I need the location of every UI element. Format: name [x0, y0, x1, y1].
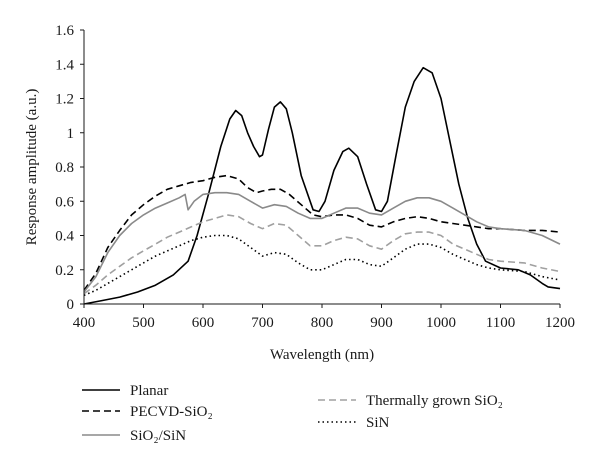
- legend-label-3: Thermally grown SiO₂: [366, 393, 503, 409]
- x-tick-label: 900: [370, 315, 393, 331]
- x-axis-title: Wavelength (nm): [270, 347, 374, 363]
- series-line-4: [83, 234, 561, 297]
- x-tick-label: 400: [73, 315, 96, 331]
- x-tick-label: 1000: [426, 315, 456, 331]
- y-tick-label: 0: [67, 297, 75, 313]
- x-tick-label: 1100: [486, 315, 515, 331]
- y-tick-label: 1.6: [55, 23, 74, 39]
- y-tick-label: 1.2: [55, 92, 74, 108]
- legend-label-2: SiO₂/SiN: [130, 428, 186, 444]
- series-line-3: [83, 214, 561, 295]
- y-tick-label: 0.4: [55, 229, 74, 245]
- y-tick-label: 1.4: [55, 57, 74, 73]
- y-tick-label: 0.6: [55, 194, 74, 210]
- y-tick-label: 1: [67, 126, 75, 142]
- x-tick-label: 600: [192, 315, 215, 331]
- x-axis-ticks: 400 500 600 700 800 900 1000 1100 1200: [73, 304, 575, 331]
- series-line-0: [83, 66, 561, 305]
- y-tick-label: 0.8: [55, 160, 74, 176]
- legend-label-4: SiN: [366, 415, 390, 431]
- y-tick-label: 0.2: [55, 263, 74, 279]
- legend-label-1: PECVD-SiO₂: [130, 404, 213, 420]
- y-axis-title: Response amplitude (a.u.): [24, 89, 40, 246]
- y-axis-ticks: 0 0.2 0.4 0.6 0.8 1 1.2 1.4 1.6: [55, 23, 84, 313]
- x-tick-label: 800: [311, 315, 334, 331]
- x-tick-label: 1200: [545, 315, 575, 331]
- series-line-2: [83, 191, 561, 293]
- plot-lines: [83, 66, 561, 305]
- legend: Planar PECVD-SiO₂ SiO₂/SiN Thermally grown …: [82, 383, 503, 444]
- legend-label-0: Planar: [130, 383, 168, 399]
- x-tick-label: 500: [132, 315, 155, 331]
- series-line-1: [83, 174, 561, 291]
- x-tick-label: 700: [251, 315, 274, 331]
